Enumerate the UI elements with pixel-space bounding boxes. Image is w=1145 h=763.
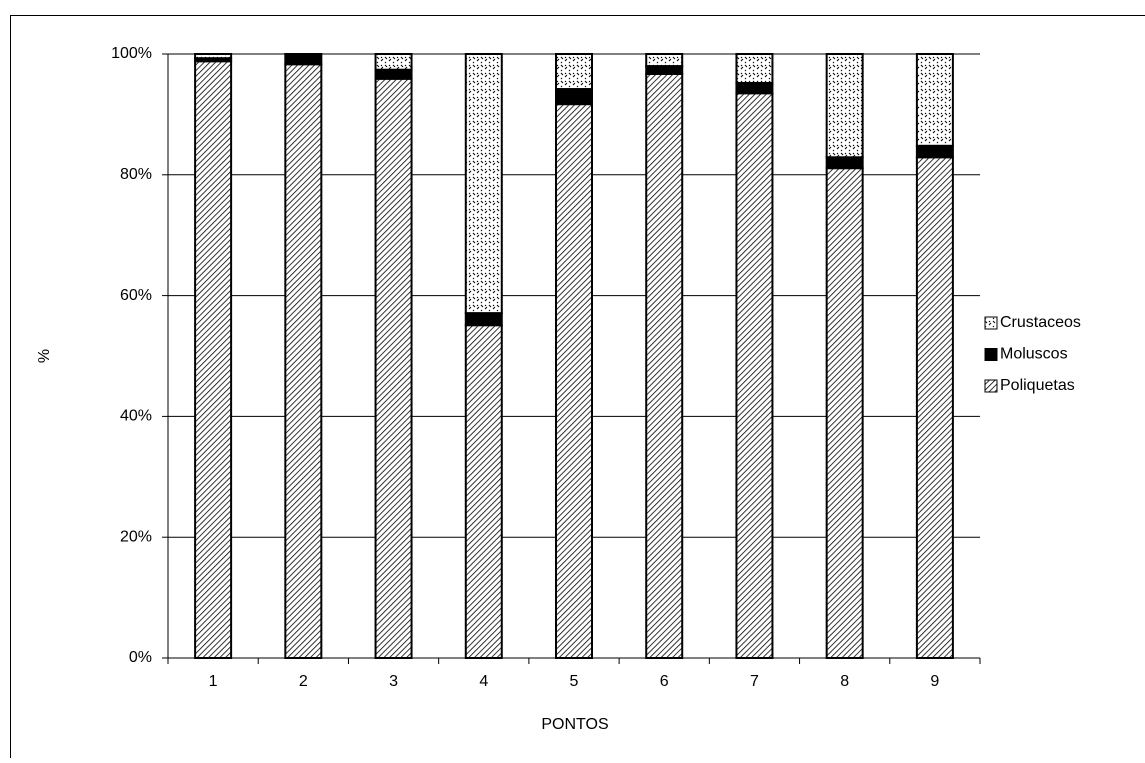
legend-label: Crustaceos (1000, 314, 1081, 331)
x-tick-label: 5 (570, 673, 579, 690)
x-tick-label: 2 (299, 673, 308, 690)
bar-segment (917, 157, 953, 658)
bar-segment (827, 54, 863, 157)
bar-segment (646, 66, 682, 74)
bar-segment (736, 83, 772, 93)
bar-segment (376, 79, 412, 658)
bar-segment (917, 146, 953, 157)
y-tick-label: 40% (120, 408, 152, 425)
x-axis-label: PONTOS (541, 716, 608, 733)
x-tick-label: 7 (750, 673, 759, 690)
x-tick-label: 8 (840, 673, 849, 690)
y-tick-label: 60% (120, 287, 152, 304)
x-tick-label: 9 (930, 673, 939, 690)
legend-swatch (985, 349, 997, 361)
legend-label: Poliquetas (1000, 377, 1075, 394)
bar-segment (195, 54, 231, 58)
y-tick-label: 80% (120, 166, 152, 183)
bar-segment (285, 54, 321, 64)
bar-segment (646, 54, 682, 66)
bar-segment (736, 93, 772, 658)
bar-segment (376, 70, 412, 79)
x-tick-label: 4 (479, 673, 488, 690)
x-tick-label: 3 (389, 673, 398, 690)
bar-segment (646, 74, 682, 658)
bar-segment (556, 104, 592, 658)
y-tick-label: 100% (111, 45, 152, 62)
bar-segment (736, 54, 772, 83)
y-axis-label: % (36, 349, 53, 363)
bar-segment (376, 54, 412, 70)
bar-segment (556, 54, 592, 89)
bar-segment (466, 325, 502, 658)
x-tick-label: 1 (209, 673, 218, 690)
bar-segment (827, 157, 863, 168)
legend-swatch (985, 317, 997, 329)
bar-segment (466, 313, 502, 325)
legend-swatch (985, 380, 997, 392)
x-tick-label: 6 (660, 673, 669, 690)
y-tick-label: 20% (120, 528, 152, 545)
bar-segment (827, 168, 863, 658)
bar-segment (466, 54, 502, 313)
bar-segment (285, 64, 321, 658)
legend-label: Moluscos (1000, 346, 1068, 363)
bar-segment (556, 89, 592, 104)
bar-segment (195, 61, 231, 658)
bar-segment (917, 54, 953, 146)
y-tick-label: 0% (129, 649, 152, 666)
